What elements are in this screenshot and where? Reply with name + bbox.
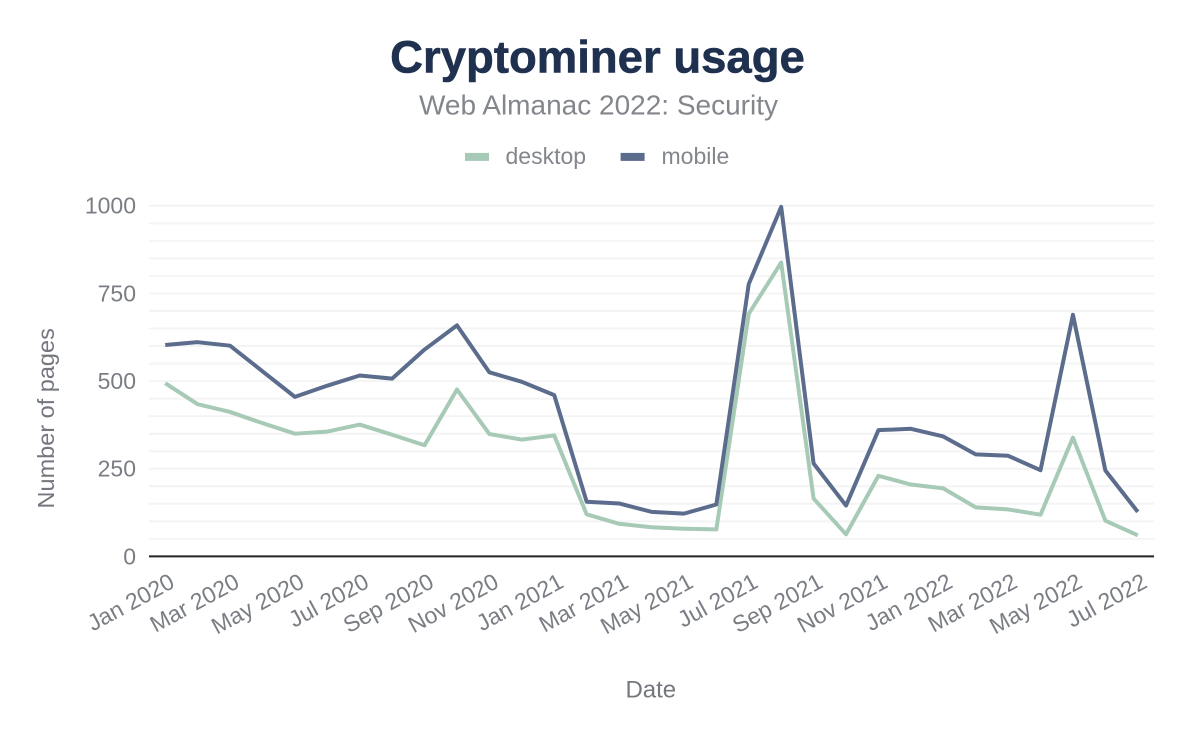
svg-text:Web Almanac 2022: Security: Web Almanac 2022: Security [419, 90, 778, 121]
svg-text:Number of pages: Number of pages [33, 328, 59, 508]
svg-text:750: 750 [98, 280, 136, 306]
svg-text:desktop: desktop [506, 143, 587, 169]
svg-text:500: 500 [98, 368, 136, 394]
svg-text:250: 250 [98, 456, 136, 482]
svg-text:mobile: mobile [662, 143, 730, 169]
svg-text:1000: 1000 [85, 193, 136, 219]
svg-text:0: 0 [123, 543, 136, 569]
svg-text:Date: Date [625, 676, 676, 703]
svg-text:Cryptominer usage: Cryptominer usage [390, 32, 805, 83]
